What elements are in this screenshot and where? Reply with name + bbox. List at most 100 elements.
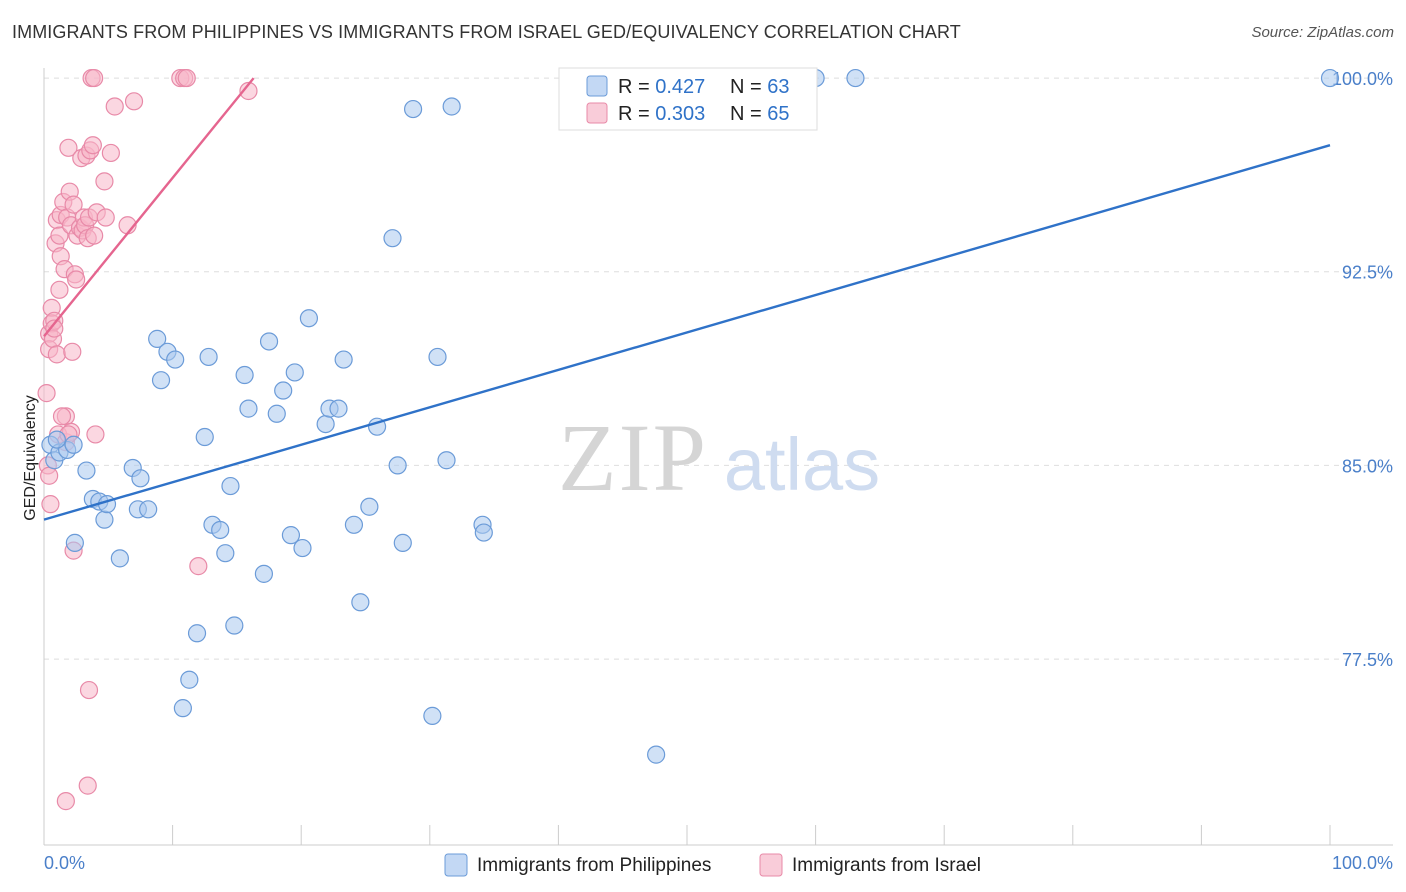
point-philippines-52: [423, 706, 442, 725]
point-philippines-61: [1320, 68, 1340, 88]
series-israel-points: [41, 68, 1340, 764]
y-tick-labels: 100.0% 92.5% 85.0% 77.5%: [1332, 69, 1393, 670]
point-philippines-45: [351, 593, 370, 612]
point-philippines-51: [403, 99, 423, 119]
point-philippines-53: [428, 347, 447, 367]
point-israel-43: [83, 136, 102, 155]
point-philippines-62: [47, 430, 66, 449]
legend-n-label-israel: N =: [730, 103, 767, 125]
point-israel-15: [50, 226, 69, 245]
watermark: ZIP atlas: [558, 404, 880, 511]
point-philippines-60: [846, 68, 865, 88]
point-philippines-16: [148, 329, 167, 348]
point-philippines-4: [64, 435, 83, 454]
point-israel-28: [63, 342, 82, 361]
legend-n-label-philippines: N =: [730, 76, 767, 98]
point-philippines-46: [360, 497, 379, 516]
point-israel-50: [105, 97, 124, 116]
point-philippines-44: [344, 515, 364, 534]
chart-title: IMMIGRANTS FROM PHILIPPINES VS IMMIGRANT…: [12, 22, 961, 42]
series-legend: Immigrants from Philippines Immigrants f…: [444, 853, 981, 877]
y-axis-label: GED/Equivalency: [22, 395, 39, 520]
point-israel-61: [189, 557, 208, 576]
bottom-legend-label-philippines: Immigrants from Philippines: [477, 855, 711, 876]
point-philippines-26: [211, 520, 230, 540]
point-israel-52: [124, 92, 144, 111]
point-philippines-34: [267, 404, 286, 423]
point-philippines-42: [334, 350, 353, 369]
point-philippines-38: [293, 538, 312, 558]
point-israel-45: [86, 425, 105, 444]
point-philippines-23: [195, 427, 214, 447]
point-israel-13: [47, 345, 66, 364]
y-tick-label-3: 77.5%: [1342, 650, 1393, 670]
legend-swatch-philippines: [586, 75, 608, 97]
point-israel-57: [85, 68, 104, 88]
svg-text:R = 0.427: R = 0.427: [618, 76, 705, 98]
point-philippines-27: [216, 544, 235, 563]
bottom-legend-label-israel: Immigrants from Israel: [792, 855, 981, 876]
point-israel-62: [239, 81, 258, 101]
bottom-legend-swatch-israel: [759, 853, 783, 877]
source-label: Source: ZipAtlas.com: [1251, 24, 1394, 41]
point-philippines-14: [131, 469, 150, 488]
point-philippines-48: [383, 229, 402, 248]
point-philippines-30: [235, 365, 254, 385]
point-philippines-49: [388, 456, 407, 475]
x-tick-label-left: 0.0%: [44, 853, 85, 873]
point-philippines-36: [281, 526, 301, 545]
point-philippines-28: [221, 476, 240, 496]
point-philippines-58: [647, 745, 666, 764]
series-philippines-points: [37, 68, 258, 811]
point-israel-32: [67, 270, 86, 289]
point-israel-16: [50, 280, 69, 299]
point-philippines-31: [239, 399, 258, 418]
point-philippines-21: [180, 670, 199, 689]
point-israel-54: [78, 776, 97, 795]
point-israel-44: [85, 226, 104, 245]
point-philippines-43: [329, 399, 348, 418]
point-philippines-50: [393, 533, 412, 552]
point-philippines-57: [474, 523, 493, 542]
trendline-israel: [43, 77, 255, 338]
point-israel-55: [79, 680, 99, 700]
point-israel-60: [177, 68, 196, 88]
point-philippines-33: [259, 332, 279, 351]
point-israel-63: [52, 407, 72, 426]
point-philippines-19: [166, 350, 185, 369]
point-philippines-20: [173, 699, 192, 718]
stats-legend: R = 0.427 N = 63 R = 0.303 N = 65: [558, 67, 818, 131]
point-philippines-55: [442, 97, 461, 116]
bottom-legend-swatch-philippines: [444, 853, 468, 877]
point-philippines-24: [199, 347, 218, 367]
trendline-philippines: [43, 144, 1331, 521]
svg-text:N = 63: N = 63: [730, 76, 790, 98]
point-israel-2: [40, 466, 59, 485]
legend-r-value-israel: 0.303: [655, 103, 705, 125]
y-tick-label-2: 85.0%: [1342, 456, 1393, 476]
point-philippines-32: [254, 564, 274, 583]
watermark-atlas: atlas: [724, 423, 880, 506]
legend-n-value-philippines: 63: [767, 76, 789, 98]
x-tick-label-right: 100.0%: [1332, 853, 1393, 873]
point-israel-53: [56, 792, 75, 811]
legend-r-label-philippines: R =: [618, 76, 655, 98]
point-israel-3: [41, 495, 60, 514]
point-israel-49: [101, 143, 120, 163]
point-philippines-22: [187, 624, 207, 643]
point-philippines-35: [274, 381, 293, 400]
point-israel-0: [37, 384, 56, 403]
trend-lines: [43, 77, 1331, 521]
y-tick-label-1: 92.5%: [1342, 263, 1393, 283]
watermark-zip: ZIP: [558, 404, 708, 511]
point-philippines-39: [299, 309, 319, 328]
point-philippines-5: [65, 533, 84, 552]
point-philippines-54: [437, 451, 456, 470]
point-israel-30: [64, 195, 83, 214]
point-israel-24: [59, 138, 78, 157]
svg-text:N = 65: N = 65: [730, 103, 790, 125]
point-philippines-37: [285, 363, 304, 382]
point-philippines-17: [151, 371, 171, 390]
legend-swatch-israel: [586, 102, 608, 124]
